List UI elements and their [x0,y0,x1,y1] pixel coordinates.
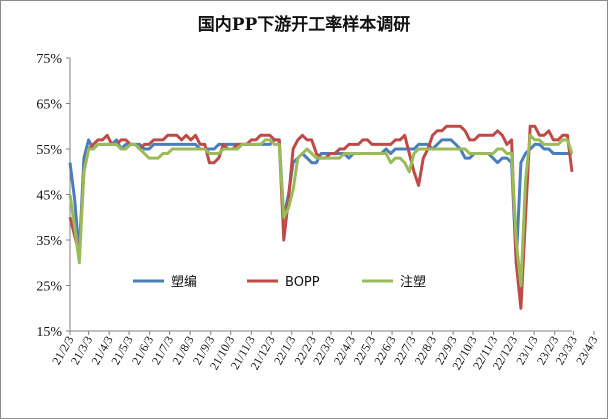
series-line-注塑 [68,133,574,287]
y-tick-label: 55% [36,143,62,158]
y-tick-label: 45% [36,189,62,204]
legend-label: 塑编 [171,275,197,290]
y-tick-label: 65% [36,98,62,113]
y-tick-label: 15% [36,325,62,340]
y-tick-label: 25% [36,280,62,295]
x-tick-label: 23/4/3 [573,334,600,368]
chart-title: 国内PP下游开工率样本调研 [197,15,411,35]
y-tick-label: 35% [36,234,62,249]
legend-label: 注塑 [400,275,426,290]
legend-label: BOPP [285,275,320,290]
y-tick-label: 75% [36,52,62,67]
